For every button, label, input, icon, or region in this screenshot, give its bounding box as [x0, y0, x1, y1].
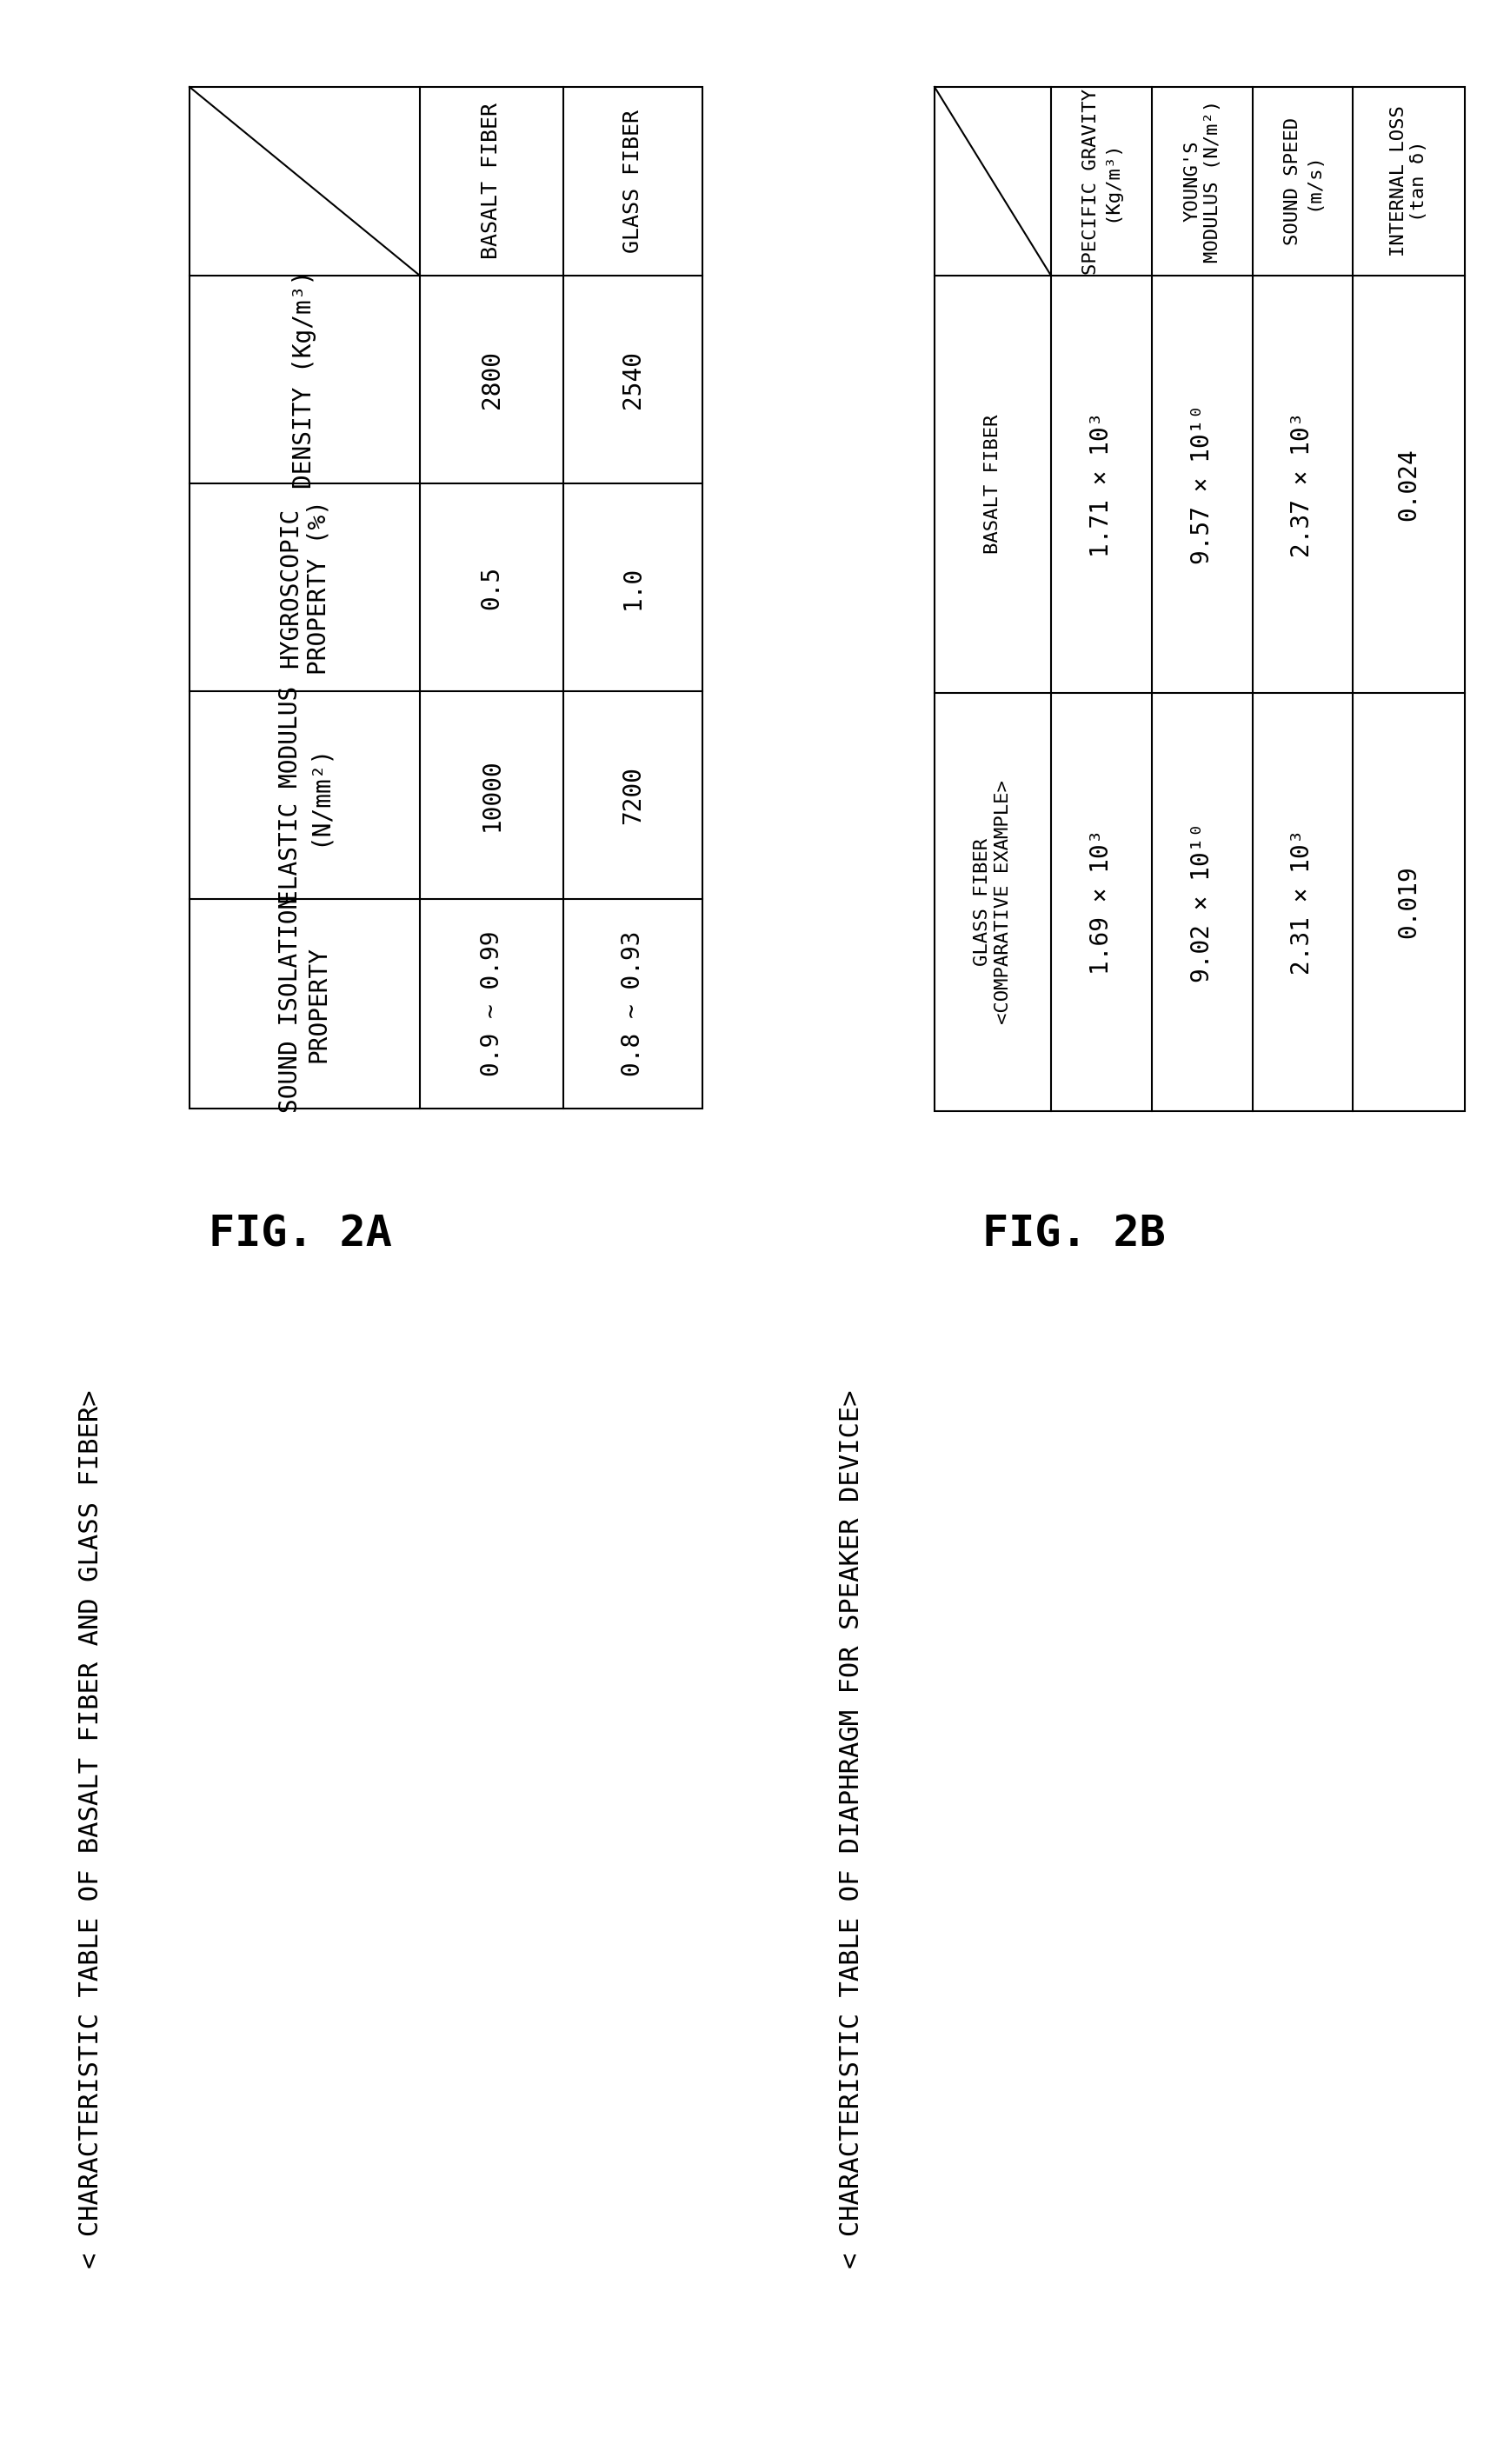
Text: 1.69 × 10³: 1.69 × 10³	[1090, 830, 1114, 976]
Text: 0.8 ~ 0.93: 0.8 ~ 0.93	[621, 931, 645, 1077]
Text: 2800: 2800	[479, 350, 504, 409]
Text: 2.37 × 10³: 2.37 × 10³	[1290, 411, 1314, 557]
Bar	[190, 86, 702, 1109]
Text: HYGROSCOPIC
PROPERTY (%): HYGROSCOPIC PROPERTY (%)	[278, 500, 331, 675]
Text: 0.024: 0.024	[1397, 448, 1421, 520]
Text: SOUND ISOLATION
PROPERTY: SOUND ISOLATION PROPERTY	[278, 894, 331, 1114]
Text: ELASTIC MODULUS
(N/mm²): ELASTIC MODULUS (N/mm²)	[278, 685, 331, 904]
Text: 0.9 ~ 0.99: 0.9 ~ 0.99	[479, 931, 504, 1077]
Text: DENSITY (Kg/m³): DENSITY (Kg/m³)	[292, 271, 317, 488]
Text: BASALT FIBER: BASALT FIBER	[984, 414, 1001, 554]
Text: GLASS FIBER
<COMPARATIVE EXAMPLE>: GLASS FIBER <COMPARATIVE EXAMPLE>	[975, 781, 1012, 1025]
Text: 1.71 × 10³: 1.71 × 10³	[1090, 411, 1114, 557]
Text: 10000: 10000	[479, 759, 504, 830]
Text: 2540: 2540	[621, 350, 645, 409]
Text: < CHARACTERISTIC TABLE OF BASALT FIBER AND GLASS FIBER>: < CHARACTERISTIC TABLE OF BASALT FIBER A…	[79, 1390, 103, 2269]
Text: GLASS FIBER: GLASS FIBER	[623, 108, 644, 254]
Text: FIG. 2B: FIG. 2B	[982, 1215, 1166, 1257]
Text: 0.019: 0.019	[1397, 865, 1421, 939]
Text: < CHARACTERISTIC TABLE OF DIAPHRAGM FOR SPEAKER DEVICE>: < CHARACTERISTIC TABLE OF DIAPHRAGM FOR …	[840, 1390, 865, 2269]
Text: 7200: 7200	[621, 766, 645, 825]
Text: 1.0: 1.0	[621, 564, 645, 609]
Text: 9.57 × 10¹⁰: 9.57 × 10¹⁰	[1190, 404, 1214, 564]
Text: FIG. 2A: FIG. 2A	[208, 1215, 392, 1257]
Text: SPECIFIC GRAVITY
(Kg/m³): SPECIFIC GRAVITY (Kg/m³)	[1082, 89, 1120, 274]
Text: YOUNG'S
MODULUS (N/m²): YOUNG'S MODULUS (N/m²)	[1184, 101, 1222, 264]
Text: INTERNAL LOSS
(tan δ): INTERNAL LOSS (tan δ)	[1391, 106, 1428, 256]
Text: 9.02 × 10¹⁰: 9.02 × 10¹⁰	[1190, 823, 1214, 983]
Text: SOUND SPEED
(m/s): SOUND SPEED (m/s)	[1284, 118, 1322, 246]
Text: 0.5: 0.5	[479, 564, 504, 609]
Text: 2.31 × 10³: 2.31 × 10³	[1290, 830, 1314, 976]
Text: BASALT FIBER: BASALT FIBER	[481, 103, 501, 259]
Bar	[934, 86, 1466, 1111]
